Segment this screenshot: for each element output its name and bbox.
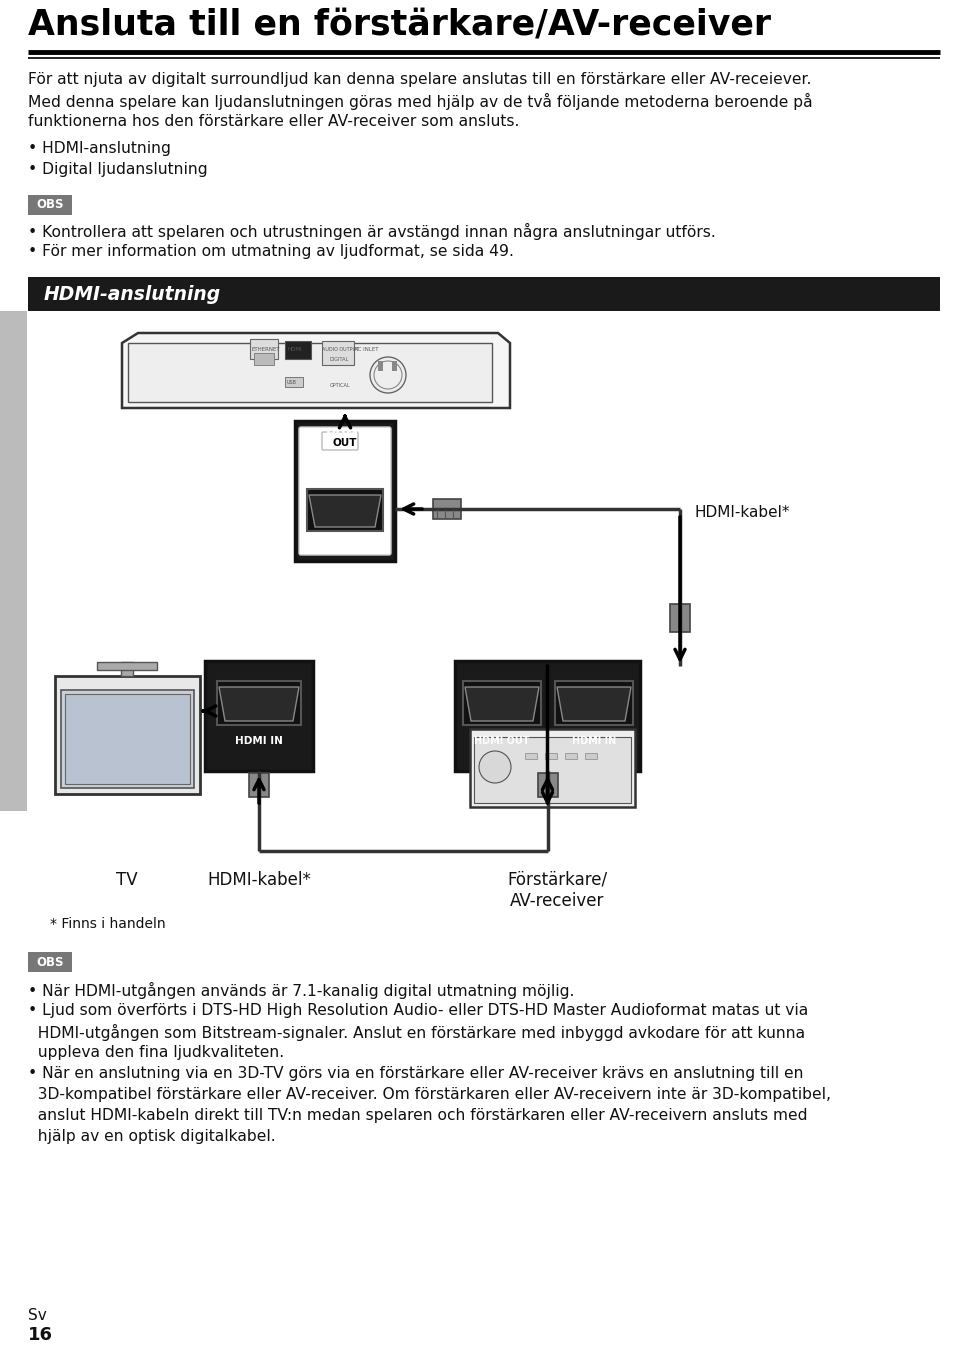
Text: HDMI OUT: HDMI OUT	[474, 736, 530, 746]
Polygon shape	[557, 687, 631, 721]
Text: OUT: OUT	[333, 438, 357, 447]
Bar	[565, 753, 577, 759]
Text: För att njuta av digitalt surroundljud kan denna spelare anslutas till en förstä: För att njuta av digitalt surroundljud k…	[28, 72, 811, 87]
Bar	[470, 730, 635, 807]
Text: OPTICAL: OPTICAL	[330, 382, 350, 388]
Text: uppleva den fina ljudkvaliteten.: uppleva den fina ljudkvaliteten.	[28, 1045, 284, 1060]
Bar	[250, 339, 278, 359]
Text: OBS: OBS	[36, 956, 63, 968]
Bar	[28, 277, 940, 311]
Text: • Ljud som överförts i DTS-HD High Resolution Audio- eller DTS-HD Master Audiofo: • Ljud som överförts i DTS-HD High Resol…	[28, 1003, 808, 1018]
Bar	[555, 681, 633, 725]
Bar	[670, 603, 690, 632]
Bar	[538, 773, 558, 797]
Text: • För mer information om utmatning av ljudformat, se sida 49.: • För mer information om utmatning av lj…	[28, 244, 514, 259]
Circle shape	[479, 751, 511, 782]
Text: • Digital ljudanslutning: • Digital ljudanslutning	[28, 161, 207, 178]
Text: AUDIO OUTPUT: AUDIO OUTPUT	[322, 347, 359, 353]
Text: Ansluta till en förstärkare/AV-receiver: Ansluta till en förstärkare/AV-receiver	[28, 8, 771, 42]
Bar	[307, 490, 383, 532]
Bar	[378, 361, 383, 372]
Bar	[545, 753, 557, 759]
Text: HDMI: HDMI	[288, 347, 302, 353]
Bar	[28, 195, 72, 216]
FancyBboxPatch shape	[299, 427, 391, 555]
Text: HDMI IN: HDMI IN	[572, 736, 616, 746]
Text: • När HDMI-utgången används är 7.1-kanalig digital utmatning möjlig.: • När HDMI-utgången används är 7.1-kanal…	[28, 982, 574, 999]
Polygon shape	[122, 334, 510, 408]
Bar	[392, 361, 397, 372]
Text: HDMI-kabel*: HDMI-kabel*	[207, 871, 311, 890]
Bar	[65, 694, 190, 784]
Bar	[254, 353, 274, 365]
Bar	[249, 773, 269, 797]
Text: HDMI: HDMI	[326, 428, 364, 442]
Text: TV: TV	[116, 871, 138, 890]
Polygon shape	[309, 495, 381, 527]
Text: ETHERNET: ETHERNET	[252, 347, 280, 353]
Text: * Finns i handeln: * Finns i handeln	[50, 917, 166, 932]
Text: OBS: OBS	[36, 198, 63, 212]
Text: • HDMI-anslutning: • HDMI-anslutning	[28, 141, 171, 156]
Text: • När en anslutning via en 3D-TV görs via en förstärkare eller AV-receiver krävs: • När en anslutning via en 3D-TV görs vi…	[28, 1066, 804, 1081]
Text: anslut HDMI-kabeln direkt till TV:n medan spelaren och förstärkaren eller AV-rec: anslut HDMI-kabeln direkt till TV:n meda…	[28, 1108, 807, 1123]
Text: HDMI IN: HDMI IN	[235, 736, 283, 746]
Text: DIGITAL: DIGITAL	[330, 357, 349, 362]
Text: hjälp av en optisk digitalkabel.: hjälp av en optisk digitalkabel.	[28, 1130, 276, 1144]
Bar	[474, 738, 631, 803]
Bar	[295, 420, 395, 561]
Bar	[285, 377, 303, 386]
Text: Förstärkare/
AV-receiver: Förstärkare/ AV-receiver	[507, 871, 607, 910]
Text: HDMI-utgången som Bitstream-signaler. Anslut en förstärkare med inbyggd avkodare: HDMI-utgången som Bitstream-signaler. An…	[28, 1024, 805, 1041]
Bar	[61, 690, 194, 788]
Bar	[585, 753, 597, 759]
Bar	[433, 499, 461, 519]
Text: • Kontrollera att spelaren och utrustningen är avstängd innan några anslutningar: • Kontrollera att spelaren och utrustnin…	[28, 222, 716, 240]
Text: Med denna spelare kan ljudanslutningen göras med hjälp av de två följande metode: Med denna spelare kan ljudanslutningen g…	[28, 94, 812, 110]
FancyBboxPatch shape	[322, 433, 358, 450]
Bar	[463, 681, 541, 725]
Bar	[128, 343, 492, 401]
Bar	[217, 681, 301, 725]
Bar	[322, 340, 354, 365]
Text: Sv: Sv	[28, 1309, 47, 1323]
Text: HDMI-anslutning: HDMI-anslutning	[44, 285, 221, 304]
Bar	[97, 662, 157, 670]
Polygon shape	[219, 687, 299, 721]
Bar	[55, 677, 200, 795]
Polygon shape	[465, 687, 539, 721]
Circle shape	[370, 357, 406, 393]
Bar	[205, 660, 313, 772]
Text: 16: 16	[28, 1326, 53, 1344]
Bar	[285, 340, 311, 359]
Bar	[28, 952, 72, 972]
Bar	[525, 753, 537, 759]
Text: USB: USB	[287, 380, 297, 385]
Text: AC INLET: AC INLET	[353, 347, 378, 353]
Text: HDMI-kabel*: HDMI-kabel*	[694, 504, 789, 519]
Bar	[455, 660, 640, 772]
Bar	[121, 662, 133, 677]
Bar	[0, 311, 27, 811]
Text: funktionerna hos den förstärkare eller AV-receiver som ansluts.: funktionerna hos den förstärkare eller A…	[28, 114, 519, 129]
Text: 3D-kompatibel förstärkare eller AV-receiver. Om förstärkaren eller AV-receivern : 3D-kompatibel förstärkare eller AV-recei…	[28, 1088, 831, 1102]
